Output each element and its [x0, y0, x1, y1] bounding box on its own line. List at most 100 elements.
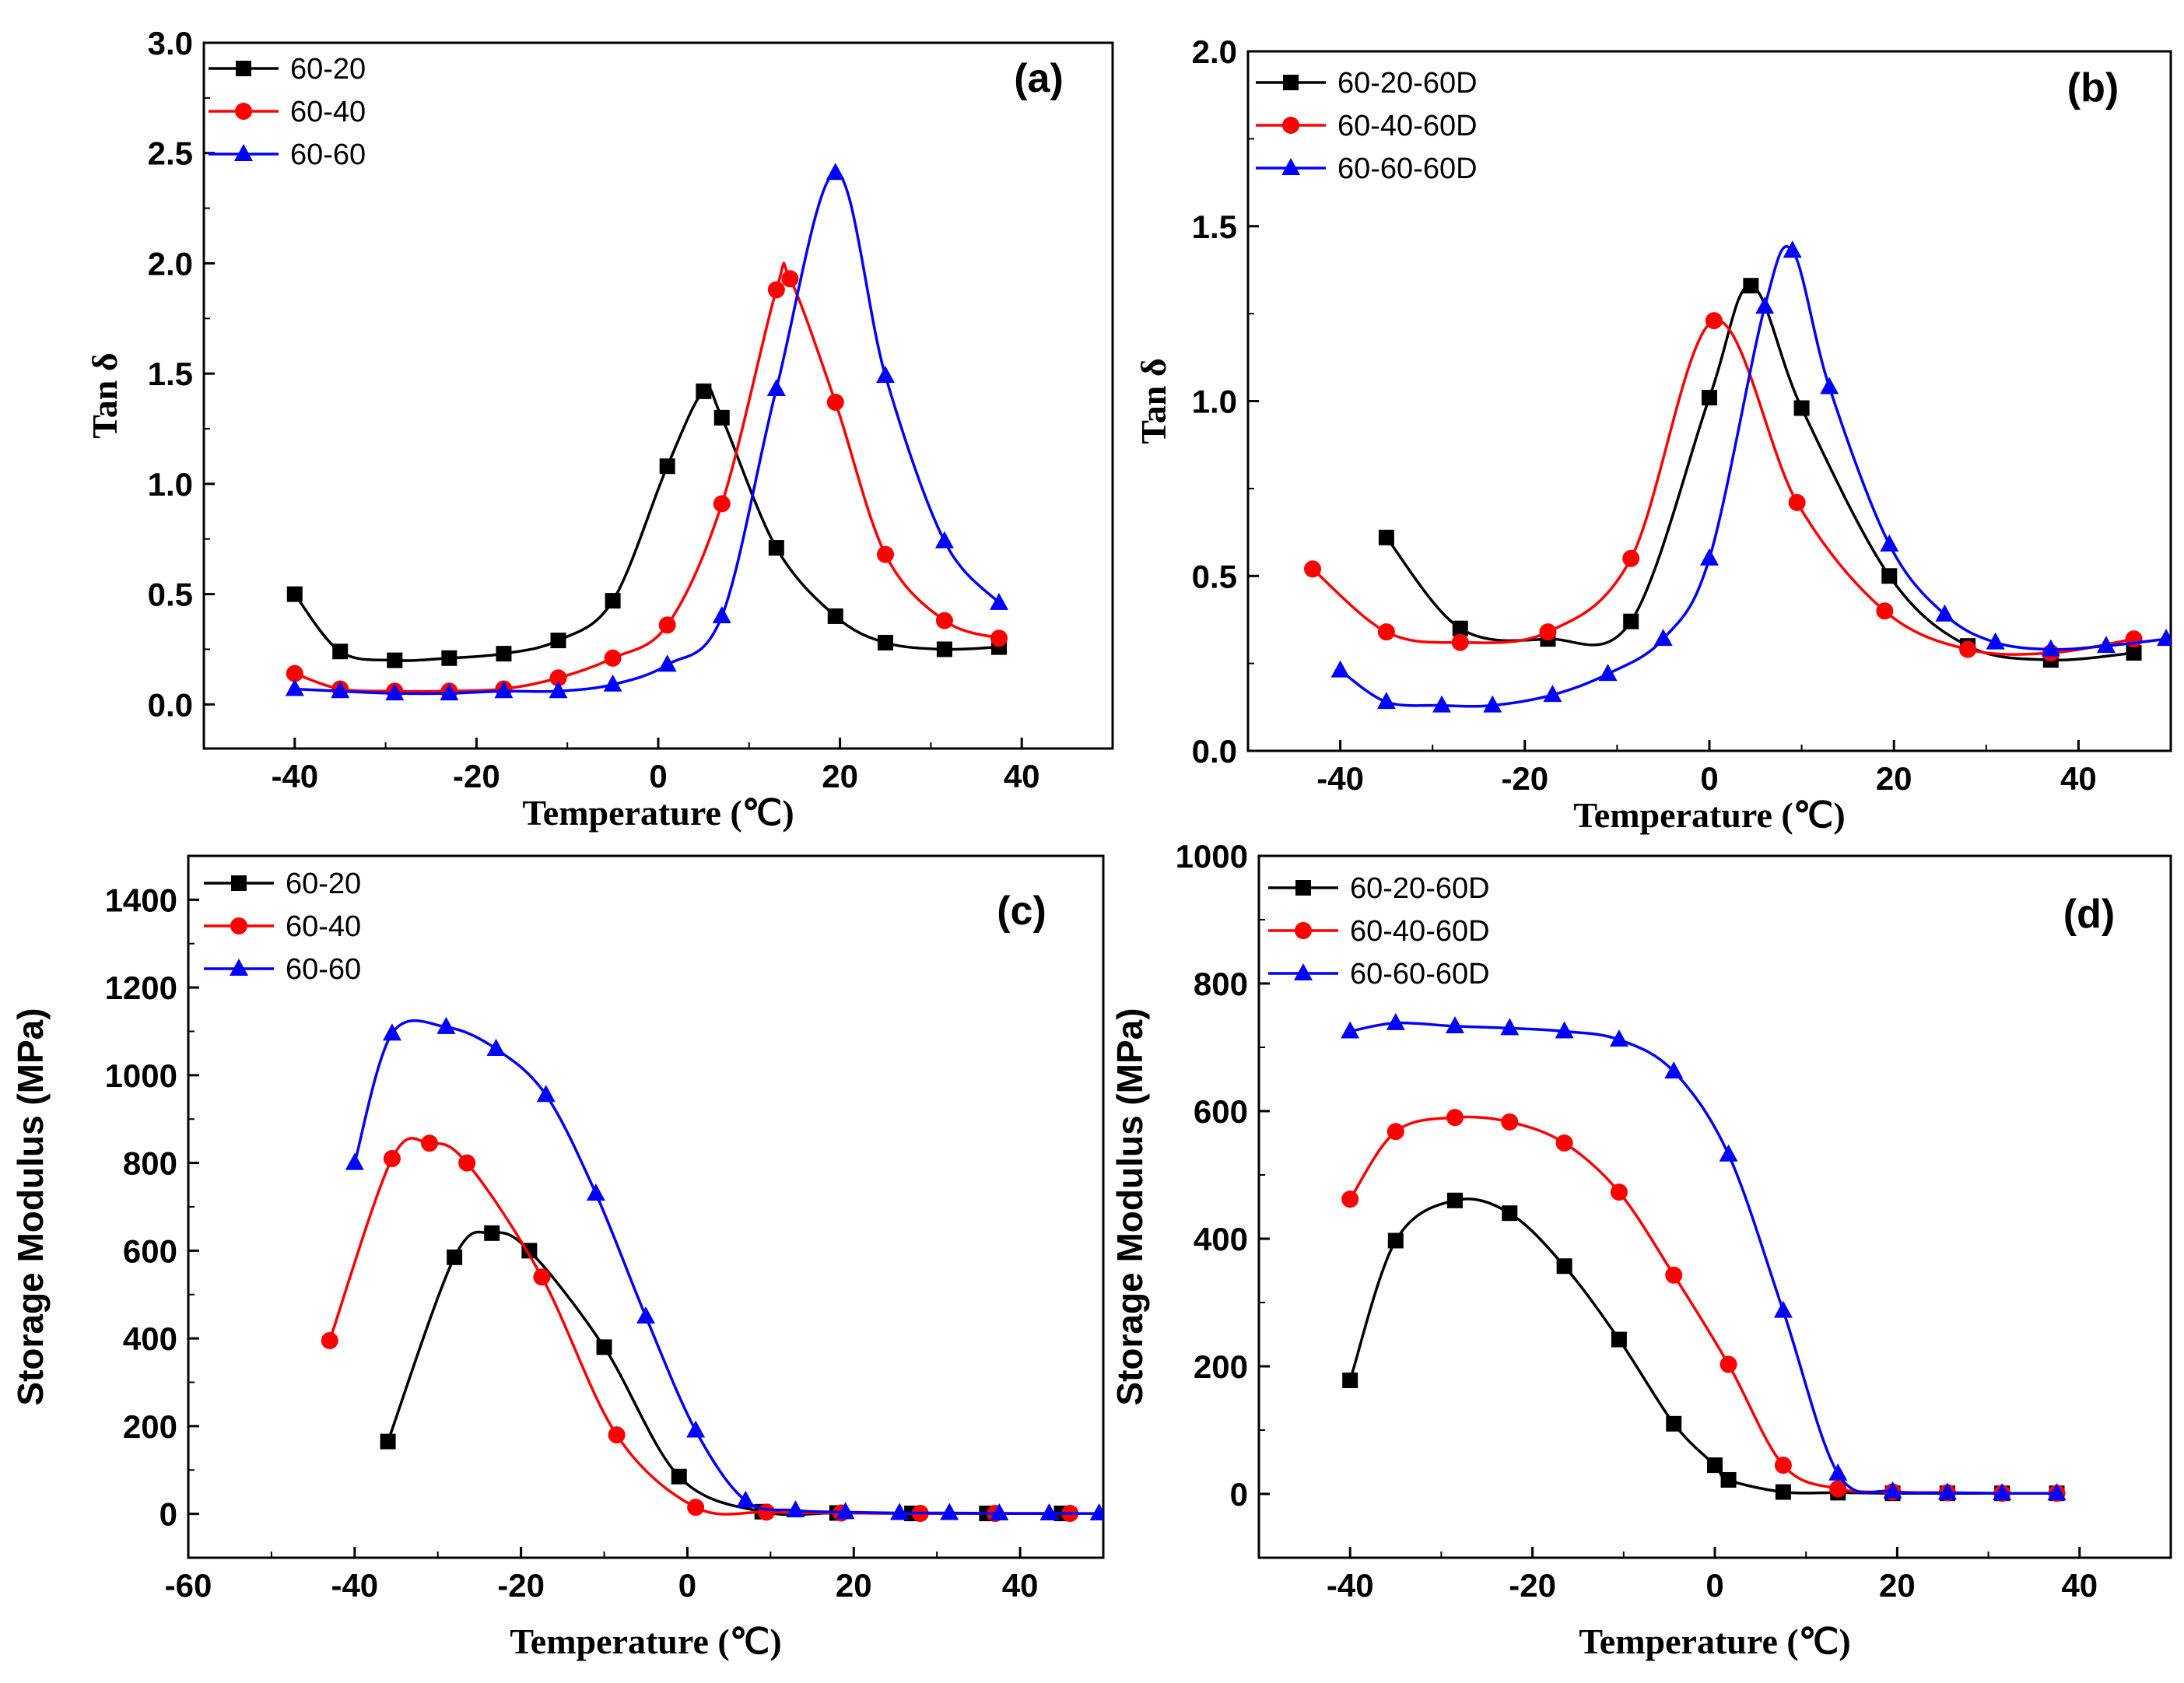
data-point [1501, 1113, 1519, 1131]
data-point [1341, 1190, 1359, 1208]
data-point [657, 654, 677, 672]
data-point [608, 1426, 626, 1444]
data-point [827, 608, 843, 624]
data-point [345, 1152, 364, 1170]
data-point [768, 540, 784, 556]
data-point [1935, 604, 1954, 622]
series-line-60-20 [293, 387, 1000, 662]
legend-marker [231, 875, 247, 891]
data-point [1304, 560, 1322, 578]
data-point [1707, 1457, 1723, 1474]
x-tick-label: -20 [453, 758, 500, 794]
series-line-60-60-60D [1349, 1021, 2057, 1495]
y-tick-label: 1000 [1176, 838, 1248, 875]
legend-label: 60-40 [290, 96, 366, 128]
data-point [286, 664, 303, 682]
x-tick-label: 20 [836, 1567, 872, 1604]
legend-entry: 60-40 [204, 910, 361, 943]
y-tick-label: 800 [123, 1145, 177, 1182]
y-tick-label: 0 [1230, 1476, 1248, 1513]
legend-marker [236, 61, 251, 76]
data-point [940, 1502, 959, 1520]
data-point [877, 545, 894, 563]
data-point [458, 1154, 476, 1172]
data-point [1881, 568, 1898, 584]
series-layer [1341, 1012, 2067, 1502]
y-tick-label: 200 [123, 1408, 177, 1445]
legend-entry: 60-60-60D [1256, 153, 1478, 185]
data-point [1820, 377, 1839, 394]
data-point [890, 1502, 910, 1520]
x-tick-label: -20 [1501, 760, 1548, 797]
legend-entry: 60-20-60D [1268, 872, 1490, 905]
data-point [878, 634, 893, 650]
y-axis-title: Storage Modulus (MPa) [10, 1008, 51, 1405]
data-point [712, 605, 731, 623]
data-point [1702, 390, 1717, 406]
data-point [1555, 1134, 1573, 1152]
data-point [1653, 629, 1673, 647]
data-point [713, 495, 731, 513]
data-point [1378, 529, 1394, 545]
series-layer [321, 1016, 1103, 1523]
legend-entry: 60-20 [209, 53, 366, 86]
data-point [1386, 1012, 1405, 1030]
data-point [1451, 633, 1469, 651]
data-point [285, 678, 304, 696]
data-point [767, 281, 785, 299]
series-line-60-60 [353, 1019, 1099, 1515]
data-point [659, 458, 675, 475]
data-point [550, 633, 566, 649]
legend-marker [235, 103, 252, 120]
data-point [786, 1500, 805, 1518]
x-tick-label: -40 [1316, 760, 1364, 797]
legend-marker [1294, 963, 1313, 980]
data-point [1783, 240, 1802, 258]
legend-marker [1282, 117, 1299, 134]
data-point [1773, 1300, 1793, 1318]
x-tick-label: 0 [1705, 1567, 1723, 1604]
y-tick-label: 2.0 [1192, 33, 1237, 70]
data-point [1774, 1457, 1792, 1474]
legend-label: 60-20 [290, 53, 366, 86]
y-tick-label: 600 [1194, 1093, 1248, 1130]
legend-marker [230, 959, 248, 976]
legend-entry: 60-20 [204, 868, 361, 900]
data-point [990, 1503, 1009, 1521]
data-point [321, 1331, 338, 1349]
data-point [383, 1149, 401, 1167]
data-point [382, 1023, 401, 1041]
data-point [826, 163, 845, 181]
panel-b: -40 -20 0 20 40 0.0 0.5 1.0 1.5 2.0 Temperature (℃… [1134, 33, 2172, 835]
panel-a: -40 -20 0 20 40 0.0 0.5 1.0 1.5 2.0 2.5 3.0 Temperat… [85, 25, 1114, 833]
data-point [1788, 493, 1806, 511]
y-tick-label: 800 [1194, 966, 1248, 1002]
x-tick-label: -60 [165, 1567, 212, 1604]
data-point [934, 531, 954, 549]
data-point [385, 683, 405, 701]
data-point [936, 641, 952, 657]
data-point [441, 650, 457, 666]
series-line-60-40 [328, 1137, 1071, 1516]
data-point [596, 1339, 612, 1355]
data-point [1622, 549, 1640, 567]
data-point [549, 669, 567, 687]
data-point [713, 409, 730, 426]
data-point [990, 592, 1008, 610]
legend-entry: 60-20-60D [1256, 67, 1478, 100]
data-point [687, 1499, 705, 1516]
legend-entry: 60-40-60D [1256, 110, 1478, 142]
legend-entry: 60-40-60D [1268, 915, 1490, 948]
data-point [1500, 1018, 1520, 1036]
x-tick-label: 40 [1002, 1567, 1039, 1604]
series-line-60-60 [294, 171, 1001, 696]
data-point [605, 593, 621, 609]
legend-label: 60-60-60D [1350, 958, 1490, 991]
y-tick-label: 400 [123, 1320, 177, 1357]
y-tick-label: 1400 [105, 882, 177, 918]
legend-entry: 60-40 [209, 96, 366, 128]
series-line-60-40-60D [1348, 1115, 2057, 1495]
data-point [1556, 1258, 1572, 1275]
data-point [1387, 1232, 1404, 1249]
